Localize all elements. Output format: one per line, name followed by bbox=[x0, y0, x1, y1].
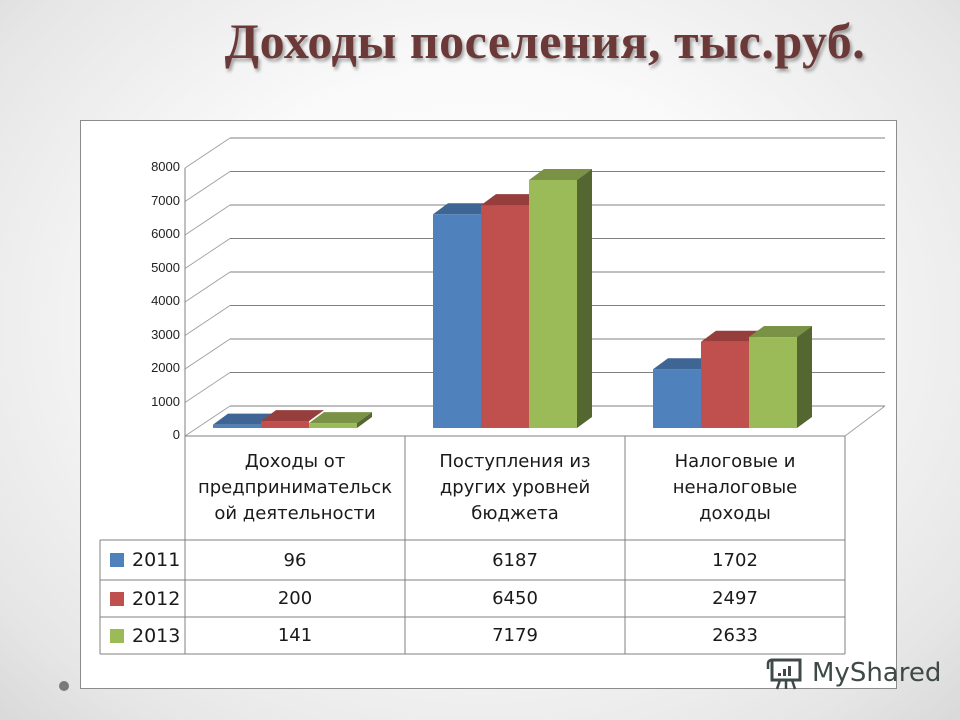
legend-entry-2013: 2013 bbox=[100, 617, 185, 654]
bar-2012-top bbox=[481, 194, 544, 206]
bar-2013-side bbox=[797, 326, 812, 428]
y-tick-label: 8000 bbox=[151, 159, 180, 174]
watermark-text: MyShared bbox=[812, 658, 942, 688]
legend-swatch-icon bbox=[110, 628, 124, 643]
bar-2013-front bbox=[749, 337, 797, 428]
table-header-line: других уровней bbox=[439, 477, 591, 498]
bar-2011-top bbox=[433, 203, 496, 215]
table-cell: 2633 bbox=[712, 625, 758, 646]
bar-2013-front bbox=[529, 179, 577, 428]
table-header-line: ой деятельности bbox=[214, 503, 376, 524]
table-header-line: доходы bbox=[699, 503, 771, 524]
gridline-diagonal bbox=[184, 137, 231, 169]
bar-2013-side bbox=[357, 412, 372, 428]
bar-2011-top bbox=[653, 358, 716, 370]
bar-2012-front bbox=[481, 205, 529, 428]
y-tick-label: 5000 bbox=[151, 259, 180, 275]
bar-2011-front bbox=[213, 424, 261, 428]
y-tick-label: 2000 bbox=[151, 360, 180, 375]
table-cell: 6187 bbox=[492, 549, 538, 571]
gridline-diagonal bbox=[184, 271, 231, 303]
bar-2013-side bbox=[577, 168, 592, 429]
bar-2011-front bbox=[433, 214, 481, 428]
bar-2012-top bbox=[261, 410, 324, 422]
bar-2011-front bbox=[653, 369, 701, 428]
bar-2012-front bbox=[261, 421, 309, 428]
legend-label: 2011 bbox=[132, 549, 181, 571]
table-header-cell: Налоговые и неналоговые доходы bbox=[625, 436, 845, 540]
table-header-line: Поступления из bbox=[439, 451, 591, 472]
y-tick-label: 0 bbox=[172, 427, 180, 442]
table-header-line: Налоговые и bbox=[674, 451, 796, 472]
legend-label: 2013 bbox=[132, 624, 181, 647]
gridline-diagonal bbox=[184, 238, 231, 269]
gridline-diagonal bbox=[184, 338, 231, 370]
presentation-board-icon bbox=[766, 658, 802, 690]
bar-2013-front bbox=[309, 423, 357, 428]
gridline-diagonal bbox=[184, 372, 231, 403]
legend-entry-2011: 2011 bbox=[100, 540, 185, 580]
table-cell: 200 bbox=[277, 588, 313, 609]
table-header-cell: Поступления из других уровней бюджета bbox=[405, 436, 625, 540]
table-header-line: предпринимательск bbox=[197, 477, 393, 498]
bar-2011-top bbox=[213, 413, 276, 425]
y-tick-label: 3000 bbox=[151, 326, 180, 342]
legend-swatch-icon bbox=[110, 553, 124, 567]
table-cell: 96 bbox=[283, 549, 307, 571]
bar-2013-top bbox=[749, 326, 812, 338]
gridline-diagonal bbox=[184, 171, 231, 202]
gridline-diagonal bbox=[184, 204, 231, 236]
legend-label: 2012 bbox=[132, 587, 181, 610]
bar-2013-top bbox=[309, 412, 372, 424]
y-tick-label: 1000 bbox=[151, 393, 180, 409]
watermark: MyShared bbox=[766, 655, 941, 691]
bar-2012-top bbox=[701, 330, 764, 342]
table-cell: 2497 bbox=[712, 588, 758, 609]
gridline-diagonal bbox=[184, 305, 231, 336]
table-cell: 1702 bbox=[712, 549, 758, 571]
y-tick-label: 4000 bbox=[151, 293, 180, 308]
gridline-diagonal bbox=[184, 405, 231, 437]
legend-swatch-icon bbox=[110, 591, 124, 606]
slide-title: Доходы поселения, тыс.руб. bbox=[224, 13, 866, 69]
table-header-cell: Доходы от предпринимательск ой деятельност… bbox=[185, 436, 405, 540]
bar-2012-front bbox=[701, 341, 749, 428]
table-cell: 7179 bbox=[492, 625, 538, 646]
table-header-line: неналоговые bbox=[672, 477, 798, 498]
bar-2013-top bbox=[529, 168, 592, 180]
y-tick-label: 7000 bbox=[151, 192, 180, 208]
table-cell: 141 bbox=[277, 625, 313, 646]
table-cell: 6450 bbox=[492, 588, 538, 609]
slide-bullet-dot bbox=[59, 681, 69, 691]
legend-entry-2012: 2012 bbox=[100, 580, 185, 617]
table-header-line: Доходы от bbox=[244, 451, 346, 472]
table-header-line: бюджета bbox=[471, 503, 559, 524]
floor-right-edge bbox=[844, 405, 886, 437]
y-tick-label: 6000 bbox=[151, 226, 180, 241]
